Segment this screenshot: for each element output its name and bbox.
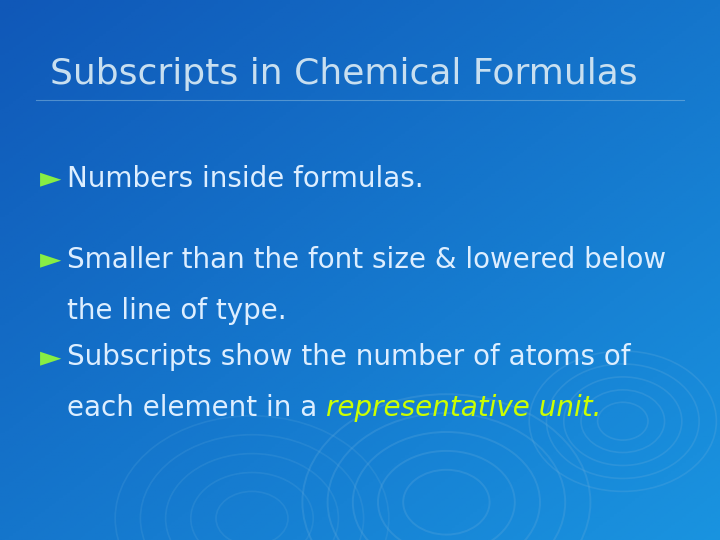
Text: Numbers inside formulas.: Numbers inside formulas.: [67, 165, 423, 193]
Text: the line of type.: the line of type.: [67, 297, 287, 325]
Text: ►: ►: [40, 246, 61, 274]
Text: each element in a: each element in a: [67, 394, 326, 422]
Text: representative unit.: representative unit.: [326, 394, 602, 422]
Text: Smaller than the font size & lowered below: Smaller than the font size & lowered bel…: [67, 246, 666, 274]
Text: ►: ►: [40, 343, 61, 371]
Text: ►: ►: [40, 165, 61, 193]
Text: Subscripts show the number of atoms of: Subscripts show the number of atoms of: [67, 343, 631, 371]
Text: Subscripts in Chemical Formulas: Subscripts in Chemical Formulas: [50, 57, 638, 91]
